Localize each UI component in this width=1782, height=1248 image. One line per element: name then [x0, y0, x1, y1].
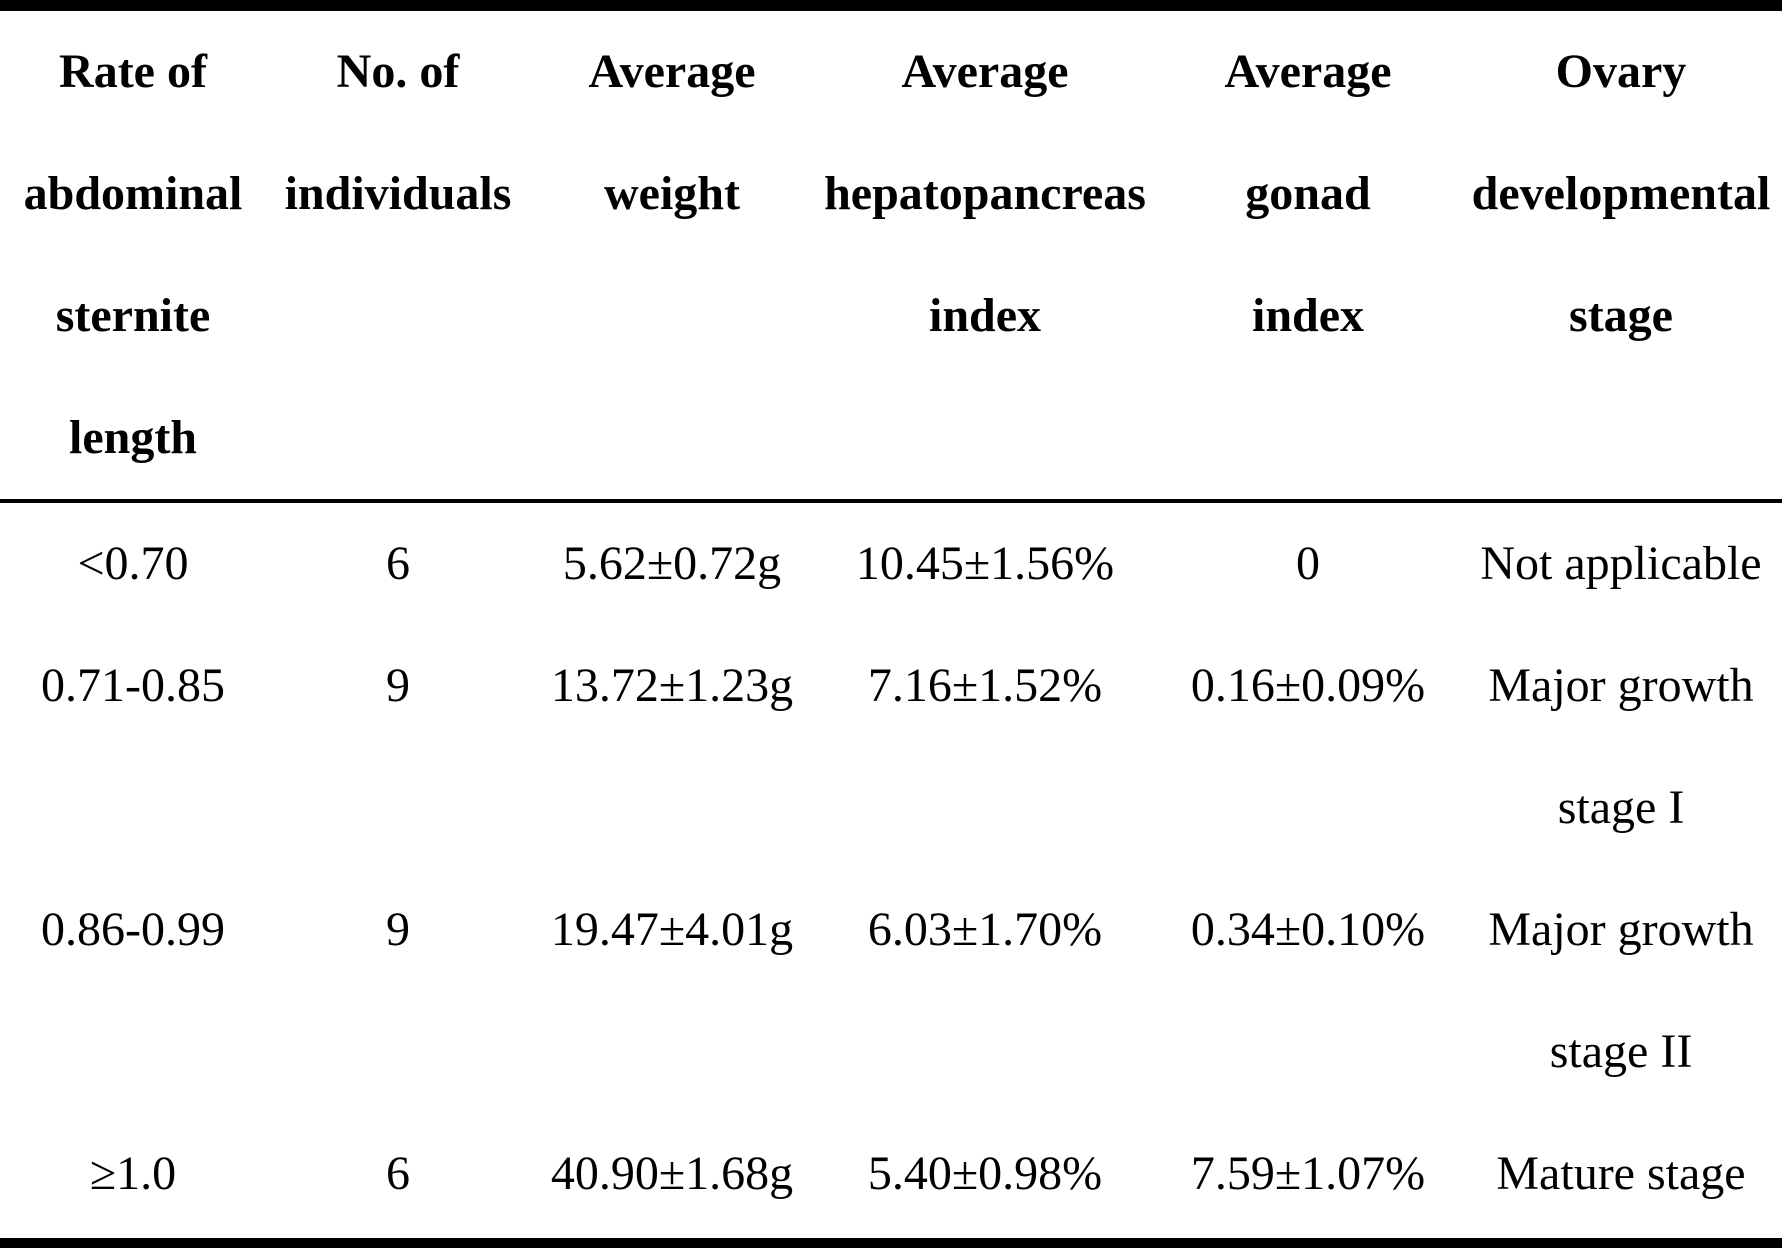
- cell-rate: 0.71-0.85: [41, 659, 225, 712]
- header-line: Average: [1224, 45, 1392, 98]
- cell-gonad-index: 0.34±0.10%: [1190, 903, 1426, 956]
- cell-hepatopancreas-index: 10.45±1.56%: [855, 537, 1115, 590]
- header-line: weight: [604, 167, 740, 220]
- header-no-of-individuals: No. of individuals: [266, 11, 530, 503]
- header-line: stage: [1569, 289, 1673, 342]
- header-rate-of-abdominal-sternite-length: Rate of abdominal sternite length: [0, 11, 266, 503]
- cell-individuals: 6: [386, 1147, 410, 1200]
- cell-weight: 19.47±4.01g: [550, 903, 794, 956]
- cell-hepatopancreas-index: 7.16±1.52%: [867, 659, 1103, 712]
- header-line: Average: [901, 45, 1069, 98]
- stage-line: Major growth: [1488, 903, 1754, 956]
- cell-ovary-stage: Not applicable: [1460, 501, 1782, 625]
- cell-ovary-stage: Mature stage: [1460, 1113, 1782, 1235]
- cell-individuals: 9: [386, 659, 410, 712]
- header-row: Rate of abdominal sternite length No. of…: [0, 11, 1782, 503]
- cell-rate: 0.86-0.99: [41, 903, 225, 956]
- header-average-gonad-index: Average gonad index: [1156, 11, 1460, 503]
- header-line: developmental: [1471, 167, 1771, 220]
- cell-weight: 5.62±0.72g: [562, 537, 782, 590]
- table-top-rule: [0, 0, 1782, 11]
- ovary-development-table: Rate of abdominal sternite length No. of…: [0, 11, 1782, 1235]
- stage-line: stage II: [1549, 1025, 1693, 1078]
- cell-individuals: 6: [386, 537, 410, 590]
- cell-ovary-stage: Major growth stage I: [1460, 625, 1782, 869]
- header-line: individuals: [284, 167, 512, 220]
- header-line: index: [928, 289, 1042, 342]
- header-line: gonad: [1245, 167, 1371, 220]
- cell-hepatopancreas-index: 6.03±1.70%: [867, 903, 1103, 956]
- table-bottom-rule: [0, 1238, 1782, 1248]
- cell-individuals: 9: [386, 903, 410, 956]
- cell-rate: ≥1.0: [89, 1147, 177, 1200]
- header-line: Ovary: [1555, 45, 1687, 98]
- header-ovary-developmental-stage: Ovary developmental stage: [1460, 11, 1782, 503]
- cell-weight: 13.72±1.23g: [550, 659, 794, 712]
- stage-line: Major growth: [1488, 659, 1754, 712]
- table-row: <0.70 6 5.62±0.72g 10.45±1.56% 0 Not app…: [0, 501, 1782, 625]
- table-row: 0.71-0.85 9 13.72±1.23g 7.16±1.52% 0.16±…: [0, 625, 1782, 869]
- header-line: abdominal: [23, 167, 243, 220]
- cell-ovary-stage: Major growth stage II: [1460, 869, 1782, 1113]
- header-average-hepatopancreas-index: Average hepatopancreas index: [814, 11, 1156, 503]
- stage-line: Not applicable: [1480, 537, 1762, 590]
- cell-gonad-index: 0: [1296, 537, 1320, 590]
- header-line: Average: [588, 45, 756, 98]
- cell-gonad-index: 7.59±1.07%: [1190, 1147, 1426, 1200]
- table-body: <0.70 6 5.62±0.72g 10.45±1.56% 0 Not app…: [0, 501, 1782, 1235]
- header-average-weight: Average weight: [530, 11, 814, 503]
- header-line: length: [68, 411, 197, 464]
- header-line: sternite: [55, 289, 211, 342]
- cell-rate: <0.70: [77, 537, 189, 590]
- header-line: No. of: [336, 45, 460, 98]
- table-row: 0.86-0.99 9 19.47±4.01g 6.03±1.70% 0.34±…: [0, 869, 1782, 1113]
- cell-hepatopancreas-index: 5.40±0.98%: [867, 1147, 1103, 1200]
- cell-weight: 40.90±1.68g: [550, 1147, 794, 1200]
- header-line: hepatopancreas: [824, 167, 1146, 220]
- header-line: Rate of: [59, 45, 207, 98]
- table-header: Rate of abdominal sternite length No. of…: [0, 11, 1782, 503]
- stage-line: stage I: [1557, 781, 1685, 834]
- table-row: ≥1.0 6 40.90±1.68g 5.40±0.98% 7.59±1.07%…: [0, 1113, 1782, 1235]
- header-line: index: [1251, 289, 1365, 342]
- stage-line: Mature stage: [1496, 1147, 1746, 1200]
- cell-gonad-index: 0.16±0.09%: [1190, 659, 1426, 712]
